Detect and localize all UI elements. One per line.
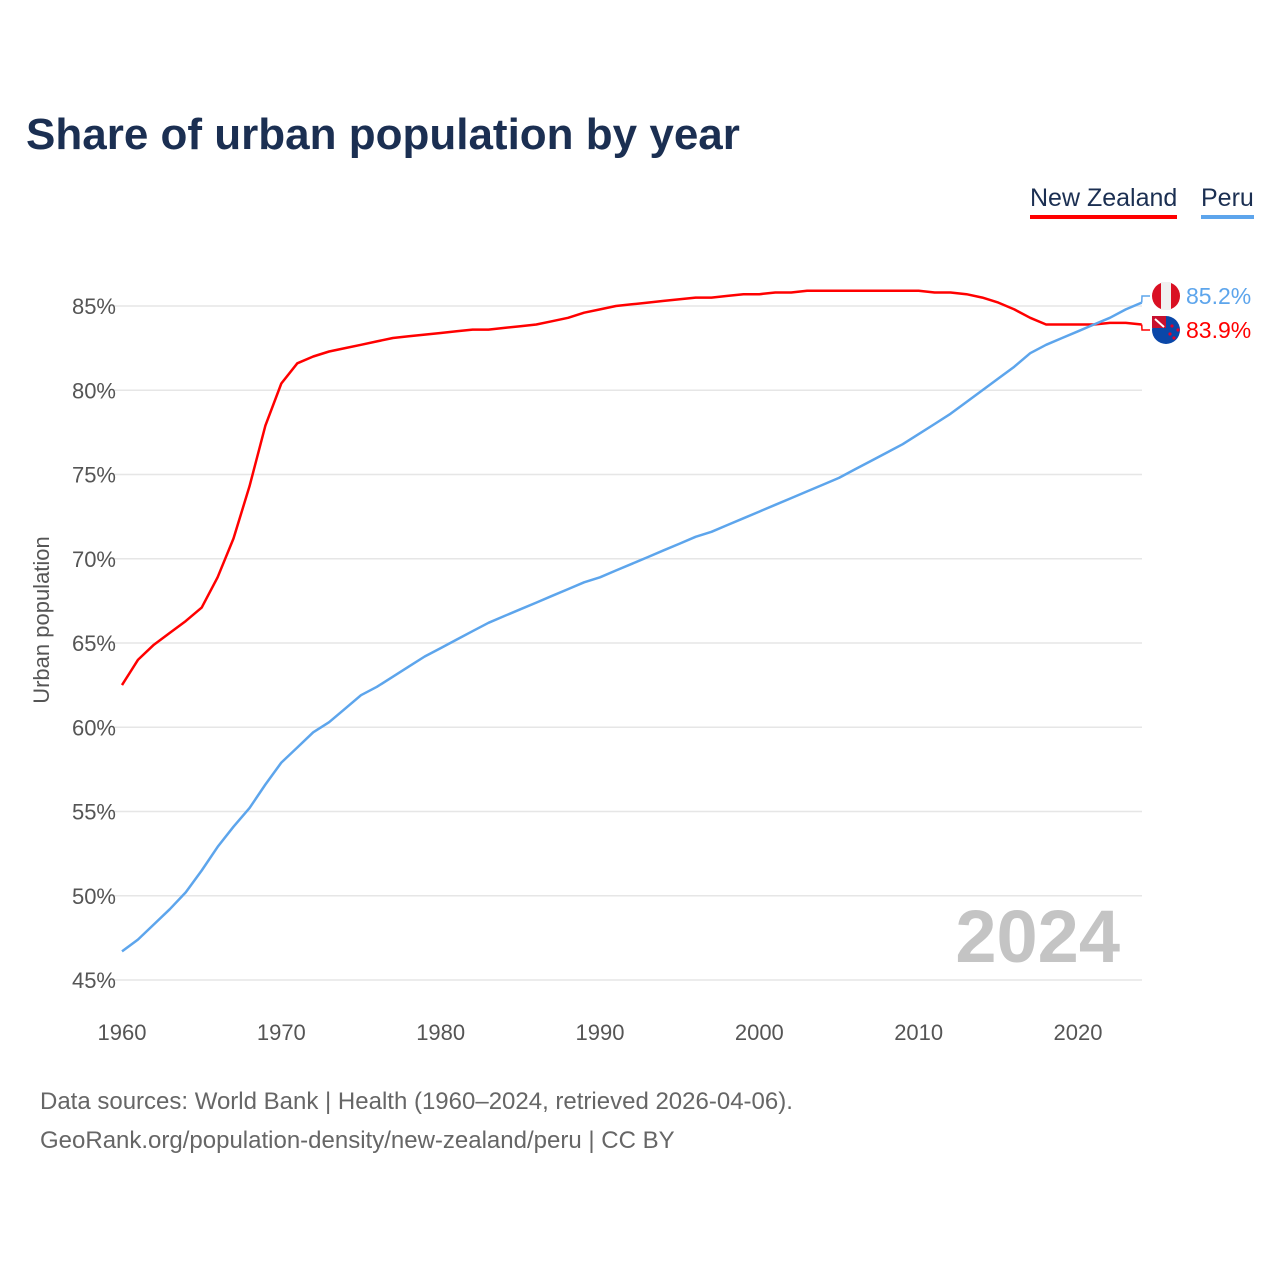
new-zealand-flag-icon xyxy=(1152,316,1180,344)
x-tick-label: 2000 xyxy=(735,1020,784,1045)
y-tick-label: 65% xyxy=(72,631,116,656)
x-tick-label: 1990 xyxy=(576,1020,625,1045)
flag-star xyxy=(1172,336,1176,340)
y-tick-label: 70% xyxy=(72,547,116,572)
label-connector xyxy=(1140,324,1150,331)
y-tick-label: 55% xyxy=(72,800,116,825)
chart-title: Share of urban population by year xyxy=(26,110,740,159)
x-tick-label: 1970 xyxy=(257,1020,306,1045)
y-tick-label: 75% xyxy=(72,463,116,488)
source-url[interactable]: GeoRank.org/population-density/new-zeala… xyxy=(40,1127,675,1154)
year-watermark: 2024 xyxy=(955,895,1120,978)
flag-band xyxy=(1161,282,1171,310)
legend-peru[interactable]: Peru xyxy=(1201,184,1254,219)
legend-new-zealand[interactable]: New Zealand xyxy=(1030,184,1178,219)
series-line-new-zealand xyxy=(120,289,1142,686)
flag-star xyxy=(1168,332,1172,336)
flag-cross xyxy=(1154,318,1165,328)
x-tick-label: 1980 xyxy=(416,1020,465,1045)
peru-flag-icon xyxy=(1152,282,1180,310)
end-value-label: 85.2% xyxy=(1186,283,1251,309)
y-tick-label: 50% xyxy=(72,884,116,909)
series-line-peru xyxy=(121,301,1143,953)
flag-star xyxy=(1170,324,1174,328)
y-tick-label: 80% xyxy=(72,378,116,403)
flag-star xyxy=(1176,328,1180,332)
y-tick-label: 85% xyxy=(72,294,116,319)
source-text: Data sources: World Bank | Health (1960–… xyxy=(40,1088,793,1115)
x-tick-label: 1960 xyxy=(98,1020,147,1045)
y-tick-label: 60% xyxy=(72,715,116,740)
y-tick-label: 45% xyxy=(72,968,116,993)
label-connector xyxy=(1140,295,1150,303)
end-value-label: 83.9% xyxy=(1186,317,1251,343)
x-tick-label: 2020 xyxy=(1054,1020,1103,1045)
x-tick-label: 2010 xyxy=(894,1020,943,1045)
